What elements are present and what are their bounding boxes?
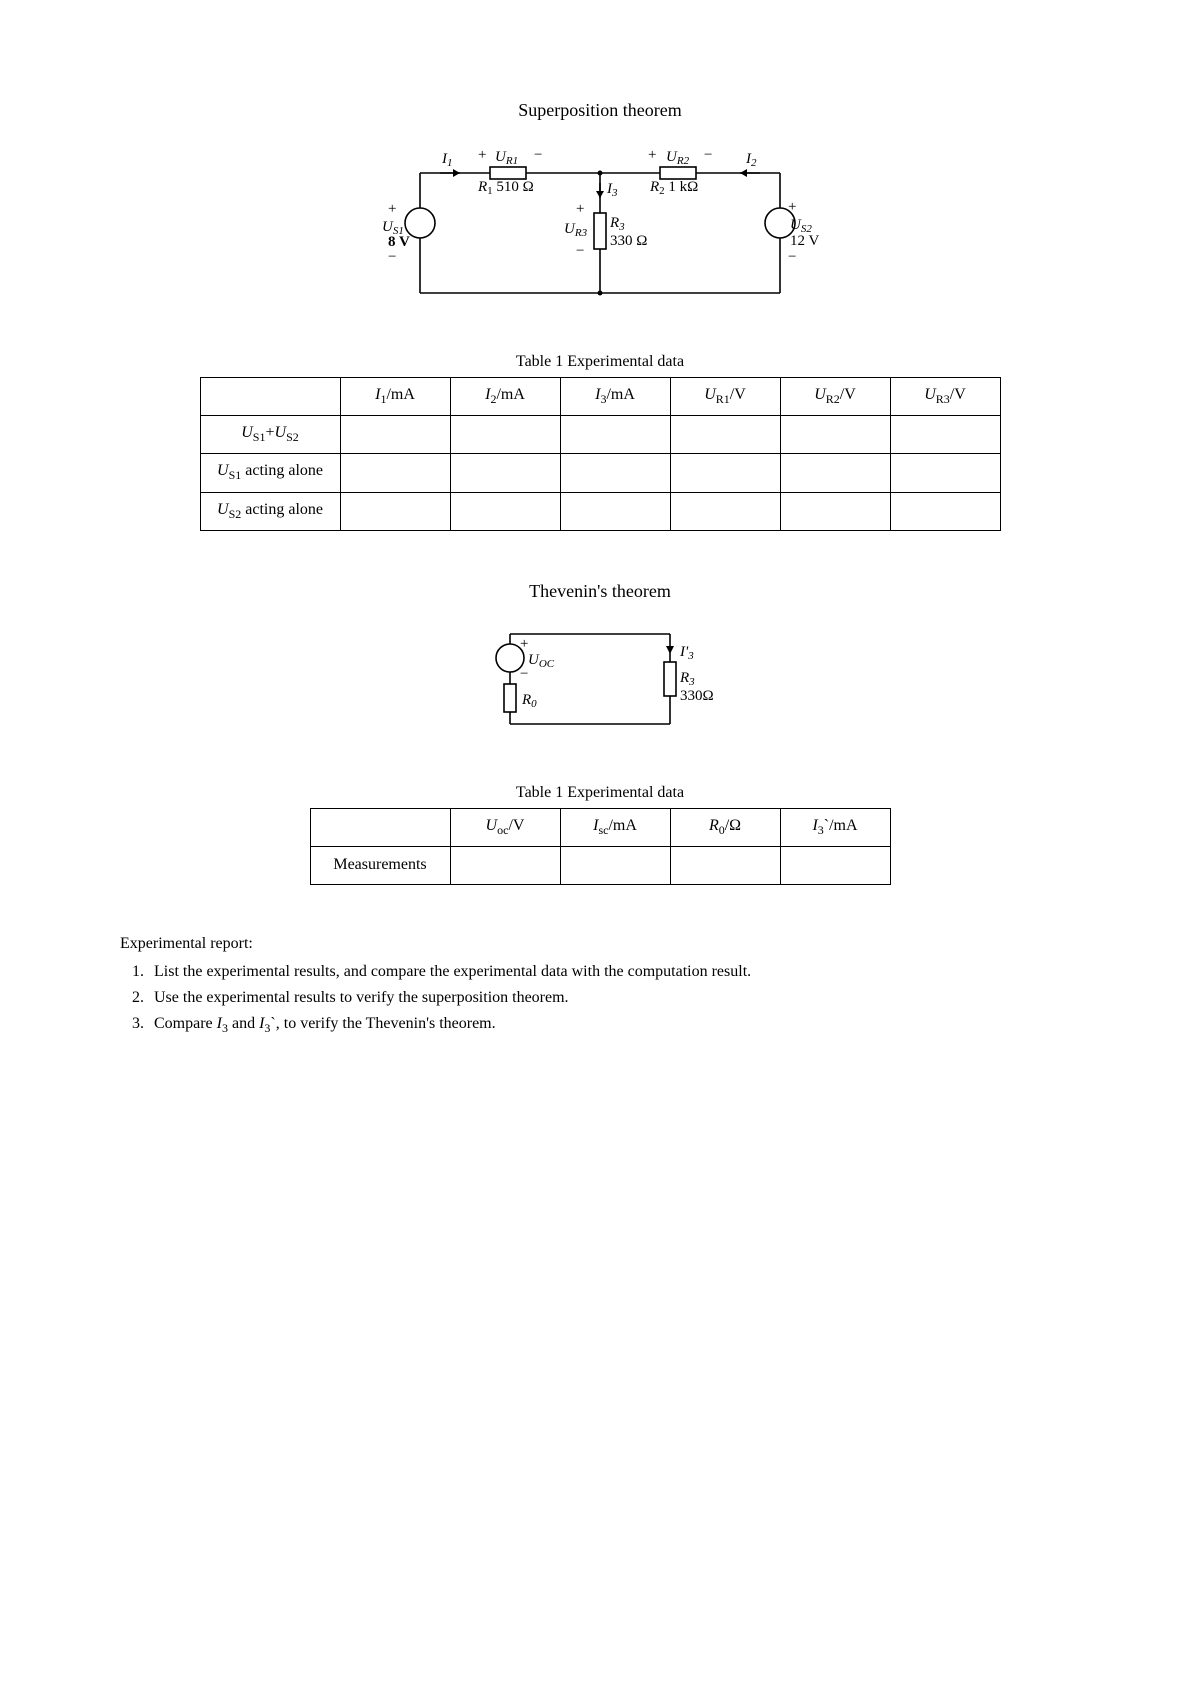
- superposition-circuit: I1 + UR1 − R1 510 Ω + UR2 − R2 1 kΩ I2 I…: [120, 133, 1080, 313]
- report-item: Use the experimental results to verify t…: [148, 989, 1080, 1007]
- row-label: US2 acting alone: [200, 492, 340, 530]
- row-label: US1 acting alone: [200, 454, 340, 492]
- col-header: UR2/V: [780, 378, 890, 416]
- svg-text:UOC: UOC: [528, 652, 555, 670]
- superposition-title: Superposition theorem: [120, 100, 1080, 121]
- svg-text:R0: R0: [521, 692, 537, 710]
- svg-text:−: −: [788, 249, 796, 265]
- col-header: Isc/mA: [560, 808, 670, 846]
- thevenin-table: Uoc/V Isc/mA R0/Ω I3`/mA Measurements: [310, 808, 891, 885]
- svg-text:+: +: [788, 199, 796, 215]
- thevenin-title: Thevenin's theorem: [120, 581, 1080, 602]
- table-header-row: Uoc/V Isc/mA R0/Ω I3`/mA: [310, 808, 890, 846]
- svg-text:R3: R3: [609, 215, 625, 233]
- svg-text:330 Ω: 330 Ω: [610, 233, 647, 249]
- svg-text:R2 1 kΩ: R2 1 kΩ: [649, 179, 698, 197]
- svg-text:I1: I1: [441, 151, 453, 169]
- svg-text:UR1: UR1: [495, 149, 518, 167]
- svg-text:−: −: [576, 243, 584, 259]
- thevenin-circuit: + UOC − R0 I'3 R3 330Ω: [120, 614, 1080, 744]
- row-label: Measurements: [310, 846, 450, 884]
- svg-text:12 V: 12 V: [790, 233, 819, 249]
- superposition-table: I1/mA I2/mA I3/mA UR1/V UR2/V UR3/V US1+…: [200, 377, 1001, 531]
- table-header-row: I1/mA I2/mA I3/mA UR1/V UR2/V UR3/V: [200, 378, 1000, 416]
- svg-text:UR2: UR2: [666, 149, 690, 167]
- col-header: I3/mA: [560, 378, 670, 416]
- table-row: Measurements: [310, 846, 890, 884]
- svg-text:R1 510 Ω: R1 510 Ω: [477, 179, 534, 197]
- col-header: UR3/V: [890, 378, 1000, 416]
- svg-text:8 V: 8 V: [388, 234, 410, 250]
- report-item: Compare I3 and I3`, to verify the Theven…: [148, 1015, 1080, 1036]
- table-row: US1 acting alone: [200, 454, 1000, 492]
- svg-text:−: −: [704, 147, 712, 163]
- svg-text:I3: I3: [606, 181, 618, 199]
- col-header: R0/Ω: [670, 808, 780, 846]
- table2-caption: Table 1 Experimental data: [120, 784, 1080, 802]
- table-row: US2 acting alone: [200, 492, 1000, 530]
- col-header: I2/mA: [450, 378, 560, 416]
- col-header: Uoc/V: [450, 808, 560, 846]
- report-item: List the experimental results, and compa…: [148, 963, 1080, 981]
- table1-caption: Table 1 Experimental data: [120, 353, 1080, 371]
- svg-text:+: +: [648, 147, 656, 163]
- report-heading: Experimental report:: [120, 935, 1080, 953]
- svg-text:−: −: [388, 249, 396, 265]
- table-row: US1+US2: [200, 416, 1000, 454]
- svg-text:−: −: [520, 666, 528, 682]
- col-header: I3`/mA: [780, 808, 890, 846]
- svg-text:I2: I2: [745, 151, 757, 169]
- svg-text:+: +: [388, 201, 396, 217]
- svg-text:−: −: [534, 147, 542, 163]
- svg-text:R3: R3: [679, 670, 695, 688]
- svg-text:+: +: [520, 636, 528, 652]
- col-header: I1/mA: [340, 378, 450, 416]
- svg-text:UR3: UR3: [564, 221, 588, 239]
- report-list: List the experimental results, and compa…: [120, 963, 1080, 1036]
- svg-text:330Ω: 330Ω: [680, 688, 714, 704]
- svg-text:I'3: I'3: [679, 644, 694, 662]
- row-label: US1+US2: [200, 416, 340, 454]
- svg-text:+: +: [576, 201, 584, 217]
- col-header: UR1/V: [670, 378, 780, 416]
- svg-text:+: +: [478, 147, 486, 163]
